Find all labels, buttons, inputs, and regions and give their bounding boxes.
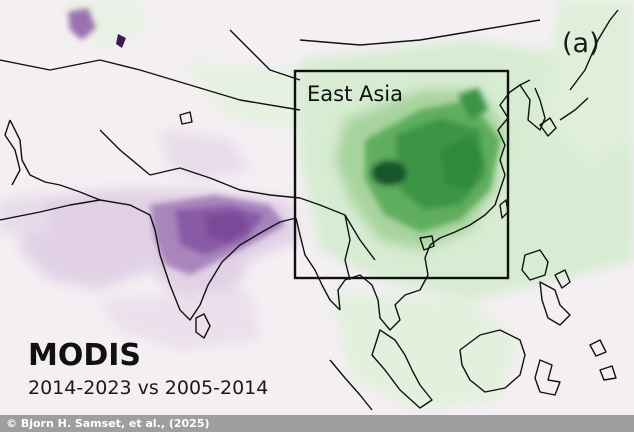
comparison-period: 2014-2023 vs 2005-2014	[28, 377, 269, 399]
east-asia-box	[293, 69, 510, 280]
increase-shading-strong	[150, 195, 285, 275]
increase-patches-north	[68, 8, 126, 48]
coastlines	[0, 9, 619, 411]
dataset-title: MODIS	[28, 338, 142, 373]
panel-label: (a)	[562, 28, 600, 59]
region-label-east-asia: East Asia	[307, 82, 403, 106]
image-credit: © Bjorn H. Samset, et al., (2025)	[0, 415, 634, 432]
decrease-shading-strong	[365, 88, 500, 232]
